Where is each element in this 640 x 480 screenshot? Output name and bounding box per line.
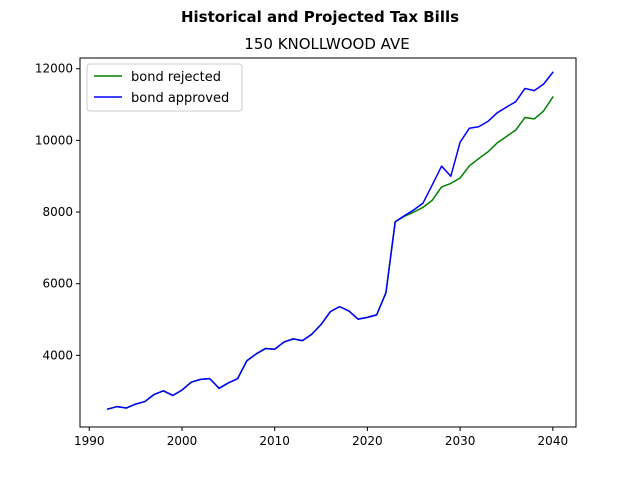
- series-line-0: [106, 96, 554, 411]
- y-axis: 4000 6000 8000 10000 12000: [35, 62, 80, 362]
- plot-area: [79, 57, 577, 428]
- x-tick-label: 2040: [538, 434, 569, 448]
- series-line-1: [106, 71, 554, 411]
- chart-suptitle: Historical and Projected Tax Bills: [181, 8, 459, 26]
- x-tick-label: 2000: [167, 434, 198, 448]
- legend-label-1: bond approved: [131, 91, 229, 106]
- y-tick-label: 12000: [35, 62, 73, 76]
- y-tick-label: 10000: [35, 133, 73, 147]
- chart-title: 150 KNOLLWOOD AVE: [244, 35, 409, 53]
- x-axis: 1990 2000 2010 2020 2030 2040: [74, 427, 568, 448]
- axes-frame: [79, 57, 577, 428]
- y-tick-label: 4000: [42, 348, 73, 362]
- legend-box: [86, 63, 243, 112]
- legend-items: bond rejected bond approved: [94, 70, 229, 106]
- legend: bond rejected bond approved: [86, 63, 243, 112]
- legend-label-0: bond rejected: [131, 70, 221, 85]
- series-layer: [106, 71, 554, 411]
- x-tick-label: 2010: [259, 434, 290, 448]
- x-tick-label: 2030: [445, 434, 476, 448]
- x-tick-label: 2020: [352, 434, 383, 448]
- x-tick-label: 1990: [74, 434, 105, 448]
- y-tick-label: 8000: [42, 205, 73, 219]
- y-tick-label: 6000: [42, 277, 73, 291]
